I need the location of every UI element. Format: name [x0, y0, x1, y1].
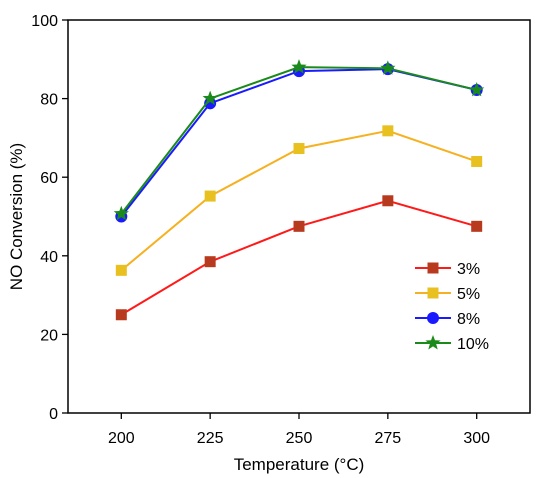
data-point	[293, 143, 305, 155]
y-tick-label: 0	[49, 406, 58, 423]
legend-item: 10%	[415, 335, 489, 353]
data-point	[115, 309, 127, 321]
data-point	[293, 220, 305, 232]
data-point	[380, 60, 396, 75]
legend-marker	[427, 287, 439, 299]
y-axis-title: NO Conversion (%)	[7, 143, 26, 290]
series-line	[120, 66, 477, 215]
x-tick-label: 275	[374, 430, 401, 447]
data-point	[469, 81, 485, 97]
plot-area-border	[67, 19, 531, 414]
series-1	[115, 125, 483, 276]
x-axis-title: Temperature (°C)	[234, 455, 365, 474]
legend-item: 3%	[415, 261, 480, 278]
y-tick-label: 60	[40, 170, 58, 187]
legend-marker	[425, 335, 441, 350]
legend-label: 8%	[457, 311, 480, 328]
y-tick-label: 20	[40, 327, 58, 344]
x-tick-label: 225	[197, 430, 224, 447]
legend-label: 5%	[457, 286, 480, 303]
data-point	[113, 205, 129, 221]
data-point	[204, 190, 216, 202]
x-tick-label: 300	[463, 430, 490, 447]
y-tick-label: 100	[31, 13, 58, 30]
data-point	[291, 59, 307, 74]
data-point	[471, 155, 483, 167]
y-tick-label: 80	[40, 92, 58, 109]
x-tick-label: 200	[108, 430, 135, 447]
data-point	[382, 195, 394, 207]
data-point	[382, 125, 394, 137]
legend-item: 8%	[415, 311, 480, 328]
legend-marker	[427, 312, 439, 324]
data-point	[471, 220, 483, 232]
series-line	[120, 199, 477, 316]
series-0	[115, 195, 483, 321]
series-3	[113, 59, 485, 221]
legend-label: 10%	[457, 336, 489, 353]
data-point	[204, 256, 216, 268]
data-point	[115, 264, 127, 276]
legend: 3% 5% 8% 10%	[415, 261, 489, 353]
x-tick-label: 250	[286, 430, 313, 447]
series-2	[115, 63, 483, 223]
data-point	[202, 90, 218, 106]
legend-label: 3%	[457, 261, 480, 278]
legend-item: 5%	[415, 286, 480, 303]
plot-frame	[67, 19, 531, 414]
y-tick-label: 40	[40, 249, 58, 266]
series-layer	[113, 59, 485, 321]
axis-ticks: 200 225 250 275 300 0 20 40 60 80 100	[31, 13, 490, 447]
legend-marker	[427, 262, 439, 274]
